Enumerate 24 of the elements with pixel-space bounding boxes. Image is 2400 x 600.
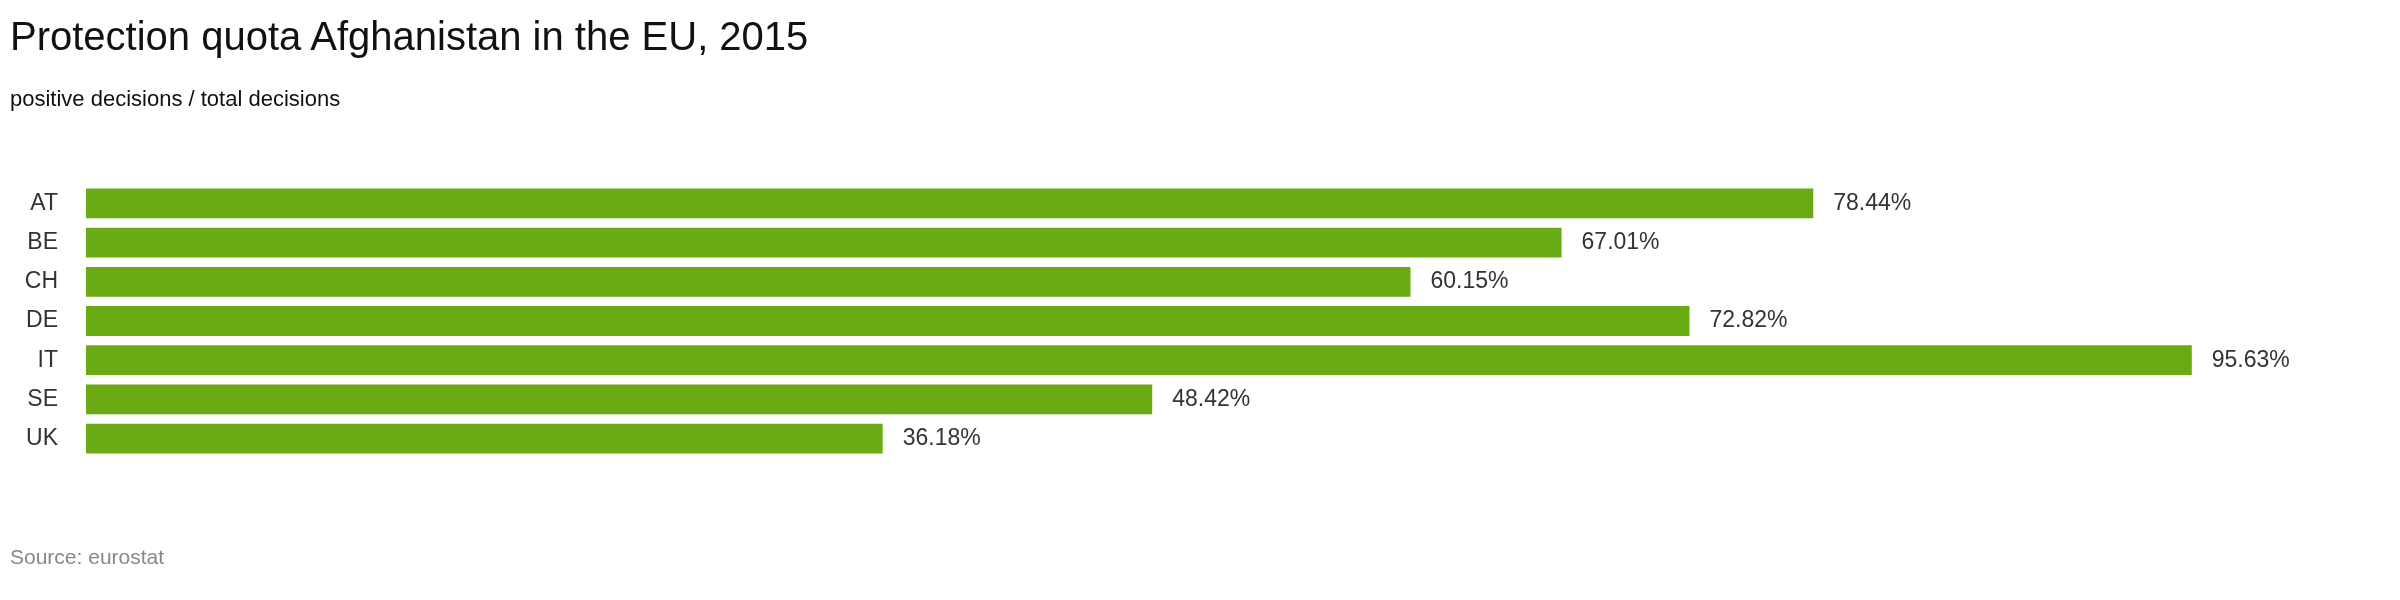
data-label: 95.63% [2211,345,2290,372]
source-note: Source: eurostat [10,545,165,569]
chart-subtitle: positive decisions / total decisions [10,86,341,112]
data-label: 36.18% [902,423,981,450]
bar [86,227,1562,258]
data-label: 48.42% [1172,384,1251,411]
y-tick-label: SE [27,384,58,411]
bar [86,384,1153,415]
y-tick-label: IT [37,345,58,372]
chart-title: Protection quota Afghanistan in the EU, 2015 [10,14,809,59]
bar [86,345,2192,376]
y-tick-label: AT [30,188,58,215]
y-tick-label: UK [26,423,59,450]
data-label: 67.01% [1581,227,1660,254]
y-tick-label: DE [26,306,58,333]
bar [86,306,1690,336]
bar [86,423,883,454]
bar [86,266,1411,297]
y-tick-label: CH [24,267,58,294]
bar [86,188,1814,219]
data-label: 72.82% [1709,306,1788,333]
y-tick-label: BE [27,227,58,254]
data-label: 78.44% [1833,188,1912,215]
data-label: 60.15% [1430,267,1509,294]
